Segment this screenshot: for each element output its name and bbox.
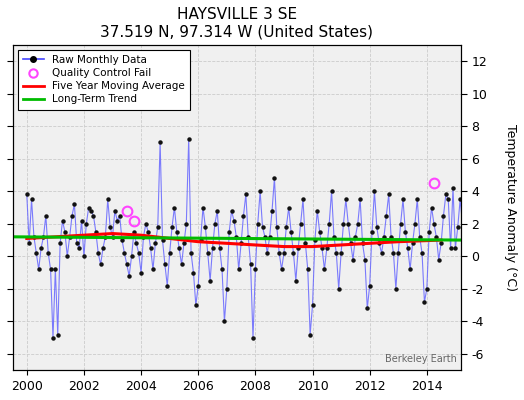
Title: HAYSVILLE 3 SE
37.519 N, 97.314 W (United States): HAYSVILLE 3 SE 37.519 N, 97.314 W (Unite… [100, 7, 373, 39]
Legend: Raw Monthly Data, Quality Control Fail, Five Year Moving Average, Long-Term Tren: Raw Monthly Data, Quality Control Fail, … [18, 50, 190, 110]
Text: Berkeley Earth: Berkeley Earth [385, 354, 456, 364]
Y-axis label: Temperature Anomaly (°C): Temperature Anomaly (°C) [504, 124, 517, 291]
